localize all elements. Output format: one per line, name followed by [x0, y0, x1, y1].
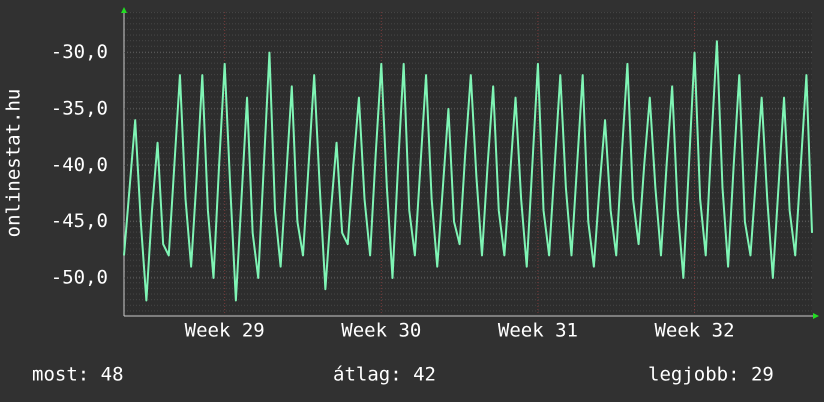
x-tick-label: Week 30 — [341, 320, 421, 342]
y-tick-label: -45,0 — [51, 210, 108, 232]
x-tick-label: Week 31 — [498, 320, 578, 342]
footer-text: most: 48 — [32, 364, 124, 386]
y-tick-label: -50,0 — [51, 266, 108, 288]
footer-text: átlag: 42 — [333, 364, 436, 386]
axis-arrow — [121, 7, 127, 13]
axis-arrow — [813, 313, 819, 319]
series-line — [123, 40, 813, 302]
y-tick-label: -35,0 — [51, 97, 108, 119]
footer-text: legjobb: 29 — [648, 364, 774, 386]
x-tick-label: Week 29 — [185, 320, 265, 342]
y-axis-label: onlinestat.hu — [3, 89, 25, 238]
x-tick-label: Week 32 — [654, 320, 734, 342]
minor-grid — [124, 12, 812, 314]
y-tick-label: -40,0 — [51, 154, 108, 176]
y-tick-label: -30,0 — [51, 41, 108, 63]
